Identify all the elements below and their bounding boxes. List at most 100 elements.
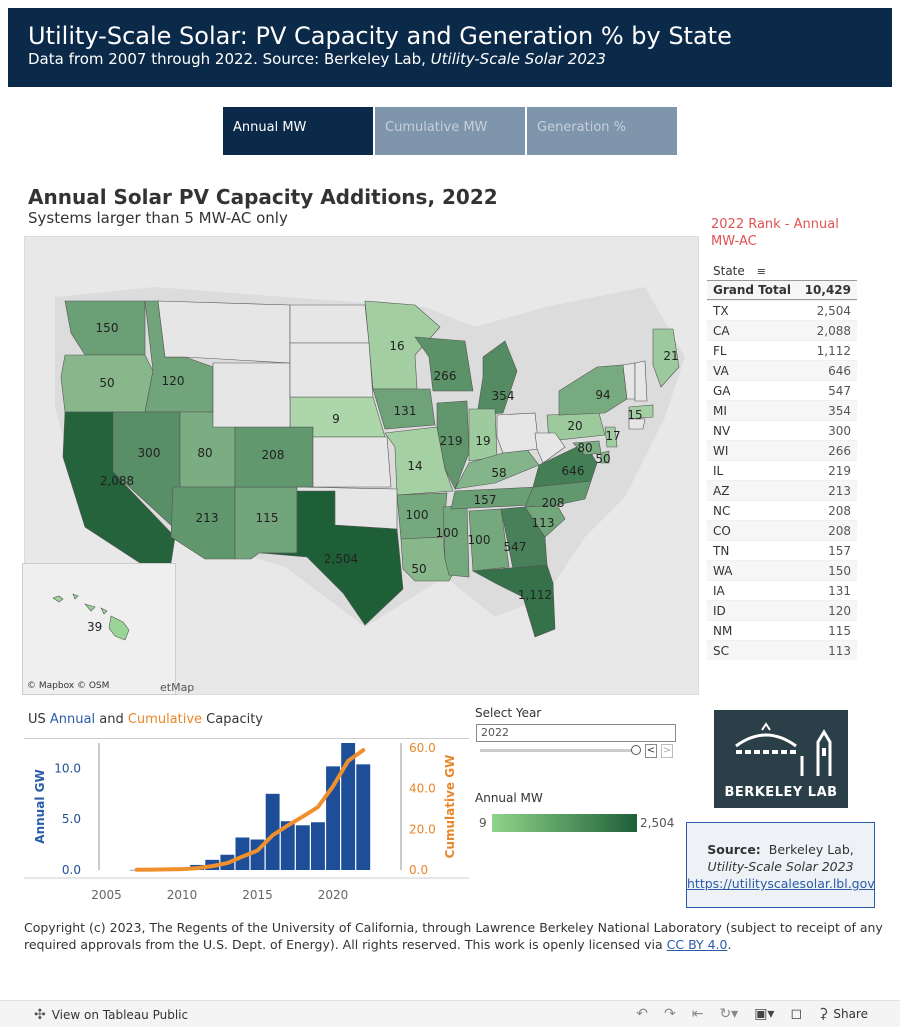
- state-nj[interactable]: [604, 426, 618, 448]
- state-ct[interactable]: [628, 418, 646, 430]
- rank-row-nm[interactable]: NM 115: [707, 620, 857, 640]
- rank-row-tn[interactable]: TN 157: [707, 540, 857, 560]
- sort-icon[interactable]: ≡: [756, 264, 766, 278]
- state-mi[interactable]: [476, 340, 518, 416]
- legend-min: 9: [479, 816, 487, 830]
- subtitle-text: Data from 2007 through 2022. Source: Ber…: [28, 50, 431, 68]
- fullscreen-icon[interactable]: ◻: [790, 1006, 803, 1022]
- state-label-in: 19: [475, 434, 490, 448]
- x-tick-label: 2020: [318, 888, 349, 902]
- select-year-input[interactable]: 2022: [476, 724, 676, 742]
- rank-value: 2,088: [816, 323, 851, 338]
- rank-row-wa[interactable]: WA 150: [707, 560, 857, 580]
- rank-row-va[interactable]: VA 646: [707, 360, 857, 380]
- state-ma[interactable]: [628, 404, 654, 420]
- undo-icon[interactable]: ↶: [636, 1006, 648, 1022]
- select-year-label: Select Year: [475, 706, 542, 720]
- download-icon[interactable]: ▣▾: [754, 1006, 775, 1022]
- rank-state: TN: [713, 543, 730, 558]
- building-icon: [735, 722, 832, 776]
- rank-state: IL: [713, 463, 724, 478]
- annual-bar: [235, 837, 250, 870]
- tab-annual-mw[interactable]: Annual MW: [223, 107, 373, 155]
- revert-icon[interactable]: ⇤: [691, 1006, 704, 1022]
- rank-row-fl[interactable]: FL 1,112: [707, 340, 857, 360]
- state-label-ky: 58: [491, 466, 506, 480]
- x-tick-label: 2010: [167, 888, 198, 902]
- year-slider-thumb[interactable]: [631, 745, 641, 755]
- state-label-ma: 15: [627, 408, 642, 422]
- state-oh[interactable]: [496, 412, 540, 454]
- state-fl[interactable]: [471, 564, 556, 638]
- rank-state: FL: [713, 343, 727, 358]
- state-label-ut: 80: [197, 446, 212, 460]
- state-wv[interactable]: [534, 432, 566, 464]
- rank-row-nc[interactable]: NC 208: [707, 500, 857, 520]
- rank-value: 213: [828, 483, 851, 498]
- license-link[interactable]: CC BY 4.0: [666, 937, 728, 952]
- rank-value: 1,112: [816, 343, 851, 358]
- rank-row-wi[interactable]: WI 266: [707, 440, 857, 460]
- state-wi[interactable]: [414, 336, 474, 392]
- rank-row-il[interactable]: IL 219: [707, 460, 857, 480]
- rank-row-mi[interactable]: MI 354: [707, 400, 857, 420]
- rank-row-ia[interactable]: IA 131: [707, 580, 857, 600]
- rank-row-az[interactable]: AZ 213: [707, 480, 857, 500]
- state-label-la: 50: [411, 562, 426, 576]
- refresh-icon[interactable]: ↻▾: [719, 1006, 739, 1022]
- state-ms[interactable]: [442, 504, 470, 578]
- state-label-pa: 20: [567, 419, 582, 433]
- state-wy[interactable]: [212, 362, 291, 428]
- source-title: Utility-Scale Solar 2023: [687, 858, 874, 875]
- state-me[interactable]: [652, 328, 680, 388]
- rank-value: 157: [828, 543, 851, 558]
- state-al[interactable]: [468, 508, 510, 572]
- map-svg: 150 50 120 2,088 300 80 213 115 208 2,504 9 16 131 14…: [55, 287, 685, 638]
- rank-row-tx[interactable]: TX 2,504: [707, 300, 857, 320]
- rank-state: TX: [713, 303, 729, 318]
- view-on-tableau[interactable]: ✣ View on Tableau Public: [34, 1007, 188, 1023]
- state-ga[interactable]: [500, 506, 548, 570]
- state-mt[interactable]: [157, 300, 291, 364]
- rank-row-ca[interactable]: CA 2,088: [707, 320, 857, 340]
- prev-year-button[interactable]: <: [645, 744, 657, 758]
- tab-cumulative-mw[interactable]: Cumulative MW: [375, 107, 525, 155]
- rank-row-sc[interactable]: SC 113: [707, 640, 857, 660]
- state-label-hi: 39: [87, 620, 103, 634]
- y2-axis-label: Cumulative GW: [443, 755, 457, 859]
- y-axis-label: Annual GW: [33, 769, 47, 843]
- next-year-button[interactable]: >: [661, 744, 673, 758]
- state-ia[interactable]: [372, 388, 436, 430]
- state-az[interactable]: [170, 486, 236, 560]
- rank-value: 113: [828, 643, 851, 658]
- rank-row-co[interactable]: CO 208: [707, 520, 857, 540]
- rank-row-ga[interactable]: GA 547: [707, 380, 857, 400]
- capacity-chart[interactable]: 0.0 5.0 10.0 0.0 20.0 40.0 60.0 2005 2010 2015 202…: [24, 738, 469, 908]
- tab-generation-pct[interactable]: Generation %: [527, 107, 677, 155]
- state-de[interactable]: [600, 450, 610, 464]
- rank-row-id[interactable]: ID 120: [707, 600, 857, 620]
- source-link[interactable]: https://utilityscalesolar.lbl.gov: [687, 876, 875, 891]
- choropleth-map[interactable]: 150 50 120 2,088 300 80 213 115 208 2,504 9 16 131 14…: [24, 236, 699, 695]
- year-slider-track[interactable]: [480, 749, 638, 752]
- share-button[interactable]: ⚳ Share: [818, 1006, 868, 1022]
- rank-state: GA: [713, 383, 731, 398]
- state-label-va: 646: [562, 464, 585, 478]
- rank-state: NV: [713, 423, 731, 438]
- state-label-nv: 300: [138, 446, 161, 460]
- share-label: Share: [833, 1007, 868, 1021]
- state-label-nm: 115: [256, 511, 279, 525]
- state-ok[interactable]: [296, 486, 398, 530]
- state-ks[interactable]: [312, 436, 392, 488]
- rank-row-nv[interactable]: NV 300: [707, 420, 857, 440]
- rank-total-label: Grand Total: [713, 283, 791, 297]
- annual-bar: [341, 743, 356, 870]
- state-label-nj: 17: [605, 429, 620, 443]
- redo-icon[interactable]: ↷: [663, 1006, 676, 1022]
- rank-value: 115: [828, 623, 851, 638]
- hawaii-shape[interactable]: [52, 593, 130, 641]
- rank-col-state: State: [713, 264, 745, 278]
- state-sd[interactable]: [289, 342, 374, 398]
- state-nh[interactable]: [634, 360, 648, 402]
- state-nd[interactable]: [289, 304, 370, 344]
